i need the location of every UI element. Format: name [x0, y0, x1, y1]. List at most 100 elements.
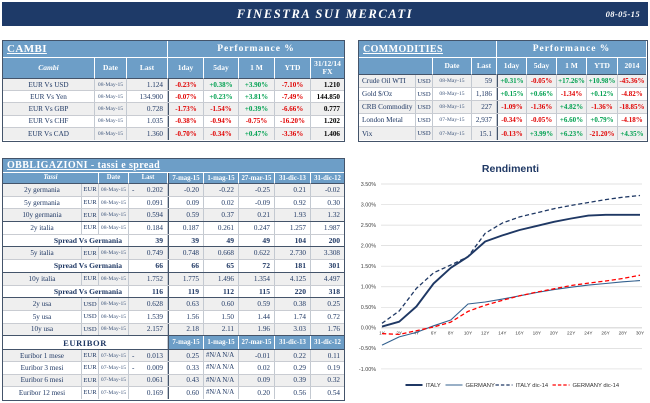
bond-name: 5y italia — [3, 247, 82, 260]
bond-val-7-mag-15: 0.63 — [168, 298, 204, 310]
spread-val-7-mag-15: 39 — [168, 234, 204, 247]
cambi-perf-YTD: -3.36% — [275, 127, 311, 140]
bond-val-31-dic-13: 3.03 — [275, 323, 311, 336]
cambi-perf-YTD: -6.66% — [275, 103, 311, 115]
bond-val-7-mag-15: 0.09 — [168, 196, 204, 209]
series-line-germany — [381, 280, 641, 346]
y-axis-tick-label: 0.50% — [361, 305, 376, 311]
euribor-val-2: 0.09 — [239, 374, 275, 386]
euribor-last: 0.009- — [129, 362, 168, 374]
cambi-pair-name: EUR Vs USD — [3, 79, 95, 91]
cambi-col-header-7: 31/12/14 FX — [311, 58, 344, 79]
bond-date: 08-May-15 — [99, 184, 129, 196]
bond-currency: EUR — [82, 272, 99, 285]
commodity-last: 15.1 — [472, 127, 497, 140]
spread-val-27-mar-15: 72 — [239, 260, 275, 272]
x-axis-tick-label: 16Y — [515, 330, 524, 335]
bond-val-31-dic-13: 0.92 — [275, 196, 311, 209]
commodity-date: 07-May-15 — [433, 127, 472, 140]
bond-val-31-dic-12: 1.76 — [327, 325, 340, 334]
obbligazioni-col-header-27-mar-15: 27-mar-15 — [239, 173, 275, 184]
euribor-val-3: 0.56 — [275, 386, 311, 399]
bond-last: 0.091 — [129, 196, 168, 209]
obbligazioni-row: 10y italia EUR 08-May-15 1.752 1.775 1.496 1.3… — [3, 272, 344, 286]
bond-name: 10y italia — [3, 272, 82, 285]
bond-val-27-mar-15: -0.09 — [239, 196, 275, 209]
bond-last: 1.539 — [129, 310, 168, 323]
cambi-perf-YTD: -7.10% — [275, 79, 311, 91]
euribor-col-header-27-mar-15: 27-mar-15 — [239, 336, 275, 350]
bond-last: 0.184 — [129, 222, 168, 234]
commodities-col-header-1: Last — [472, 58, 497, 75]
euribor-name: Euribor 1 mese — [3, 350, 82, 362]
commodities-col-header-4: 1 M — [557, 58, 587, 75]
commodities-column-headers: Date Last 1day 5day 1 M YTD 2014 — [359, 58, 647, 75]
obbligazioni-col-header-date: Date — [99, 173, 129, 184]
bond-last: 0.594 — [129, 209, 168, 222]
commodities-table: COMMODITIES Performance % Date Last 1day 5day… — [358, 40, 648, 142]
series-line-germany-dic-14 — [381, 274, 641, 336]
commodities-col-header-5: YTD — [587, 58, 618, 75]
obbligazioni-row: Spread Vs Germania 66 66 65 72 181 301 — [3, 260, 344, 273]
bond-val-31-dic-13: 0.21 — [275, 184, 311, 196]
euribor-val-2: 0.02 — [239, 362, 275, 374]
obbligazioni-row: 2y italia EUR 08-May-15 0.184 0.187 0.261 0.24… — [3, 222, 344, 235]
legend-label-germany-dic-14: GERMANY dic-14 — [573, 383, 620, 389]
commodity-name: Gold $/Oz — [359, 88, 416, 100]
cambi-col-header-6: YTD — [275, 58, 311, 79]
bond-val-1-mag-15: -0.22 — [204, 184, 239, 196]
euribor-val-0: 0.43 — [168, 374, 204, 386]
x-axis-tick-label: 6Y — [431, 330, 438, 335]
euribor-last: 0.061 — [129, 374, 168, 386]
cambi-perf-YTD: -7.49% — [275, 91, 311, 103]
bond-date: 08-May-15 — [99, 196, 129, 209]
spread-val-31-dic-12: 318 — [328, 286, 340, 296]
obbligazioni-header-band: OBBLIGAZIONI - tassi e spread — [3, 159, 344, 173]
bond-date: 08-May-15 — [99, 310, 129, 323]
cambi-col-header-1: Date — [95, 58, 127, 79]
euribor-val-1: #N/A N/A — [204, 374, 239, 386]
euribor-val-0: 0.33 — [168, 362, 204, 374]
commodity-name: Crude Oil WTI — [359, 75, 416, 87]
bond-val-7-mag-15: 0.59 — [168, 209, 204, 222]
bond-name: 10y germania — [3, 209, 82, 222]
commodity-perf-3: -21.20% — [587, 127, 618, 140]
obbligazioni-row: Spread Vs Germania 116 119 112 115 220 318 — [3, 285, 344, 299]
euribor-val-0: 0.60 — [168, 386, 204, 399]
cambi-fx-31-12-14: 144.850 — [316, 92, 340, 101]
cambi-fx-31-12-14: 1.406 — [323, 129, 340, 138]
bond-currency: EUR — [82, 184, 99, 196]
euribor-currency: EUR — [82, 350, 99, 362]
spread-val-31-dic-13: 220 — [275, 285, 311, 298]
cambi-perf-5day: -0.94% — [204, 115, 239, 127]
bond-currency: USD — [82, 323, 99, 336]
euribor-val-2: 0.20 — [239, 386, 275, 399]
euribor-row: Euribor 1 mese EUR 07-May-15 0.013-0.25 #N/A… — [3, 350, 344, 363]
x-axis-tick-label: 4Y — [414, 330, 421, 335]
cambi-date: 08-May-15 — [95, 103, 127, 115]
euribor-col-header-1-mag-15: 1-mag-15 — [204, 336, 239, 350]
commodity-perf-3: +10.98% — [587, 75, 618, 87]
spread-label: Spread Vs Germania — [3, 260, 129, 272]
commodity-last: 2,937 — [472, 114, 497, 126]
bond-val-31-dic-12: -0.02 — [325, 185, 340, 194]
euribor-currency: EUR — [82, 362, 99, 374]
commodity-perf-4: +4.35% — [620, 129, 644, 138]
bond-val-27-mar-15: -0.25 — [239, 184, 275, 196]
commodities-row: Vix USD 07-May-15 15.1 -0.13% +3.99% +6.23% -21… — [359, 127, 647, 140]
commodities-col-header-3: 5day — [527, 58, 557, 75]
commodity-date: 08-May-15 — [433, 88, 472, 100]
commodities-col-header-blank — [359, 58, 433, 75]
y-axis-tick-label: 1.50% — [361, 264, 376, 270]
euribor-val-1: #N/A N/A — [204, 386, 239, 399]
spread-val-31-dic-13: 104 — [275, 234, 311, 247]
euribor-val-2: -0.01 — [239, 350, 275, 362]
bond-val-31-dic-12: 0.25 — [327, 300, 340, 309]
cambi-date: 08-May-15 — [95, 115, 127, 127]
obbligazioni-column-headers: Tassi Date Last 7-mag-15 1-mag-15 27-mar-15 31… — [3, 173, 344, 184]
commodities-header-band: COMMODITIES Performance % — [359, 41, 647, 58]
cambi-last: 0.728 — [127, 103, 168, 115]
commodities-row: London Metal USD 07-May-15 2,937 -0.34% -0.05… — [359, 114, 647, 127]
bond-val-31-dic-13: 1.257 — [275, 222, 311, 234]
